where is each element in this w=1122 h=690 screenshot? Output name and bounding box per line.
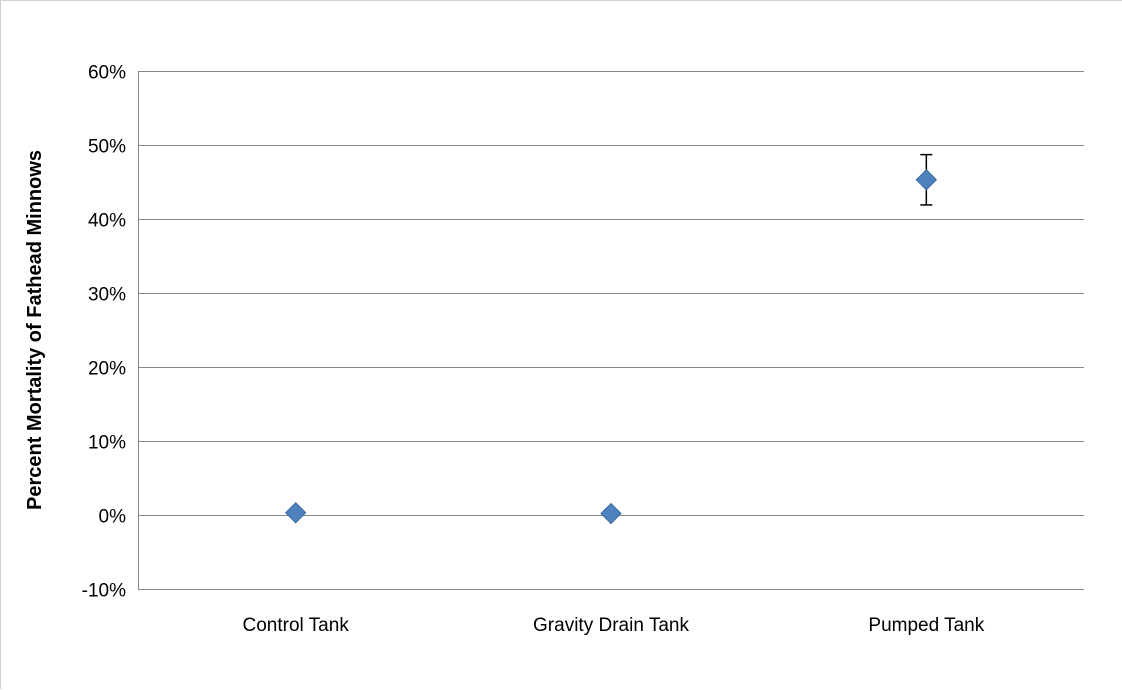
x-tick-label: Gravity Drain Tank: [533, 615, 689, 636]
y-tick-label: 40%: [88, 211, 126, 232]
x-tick-labels: Control Tank Gravity Drain Tank Pumped Tan…: [243, 615, 985, 636]
data-points: [284, 169, 938, 525]
y-tick-label: -10%: [82, 581, 126, 602]
y-tick-labels: -10% 0% 10% 20% 30% 40% 50% 60%: [82, 63, 126, 602]
data-point: [284, 502, 307, 524]
y-tick-label: 0%: [99, 507, 127, 528]
data-point: [915, 169, 938, 191]
y-tick-label: 10%: [88, 433, 126, 454]
x-tick-label: Pumped Tank: [868, 615, 984, 636]
y-tick-label: 30%: [88, 285, 126, 306]
y-tick-label: 60%: [88, 63, 126, 84]
y-tick-label: 20%: [88, 359, 126, 380]
x-tick-label: Control Tank: [243, 615, 350, 636]
data-point: [600, 502, 622, 525]
y-axis-title: Percent Mortality of Fathead Minnows: [24, 150, 46, 510]
y-tick-label: 50%: [88, 137, 126, 158]
